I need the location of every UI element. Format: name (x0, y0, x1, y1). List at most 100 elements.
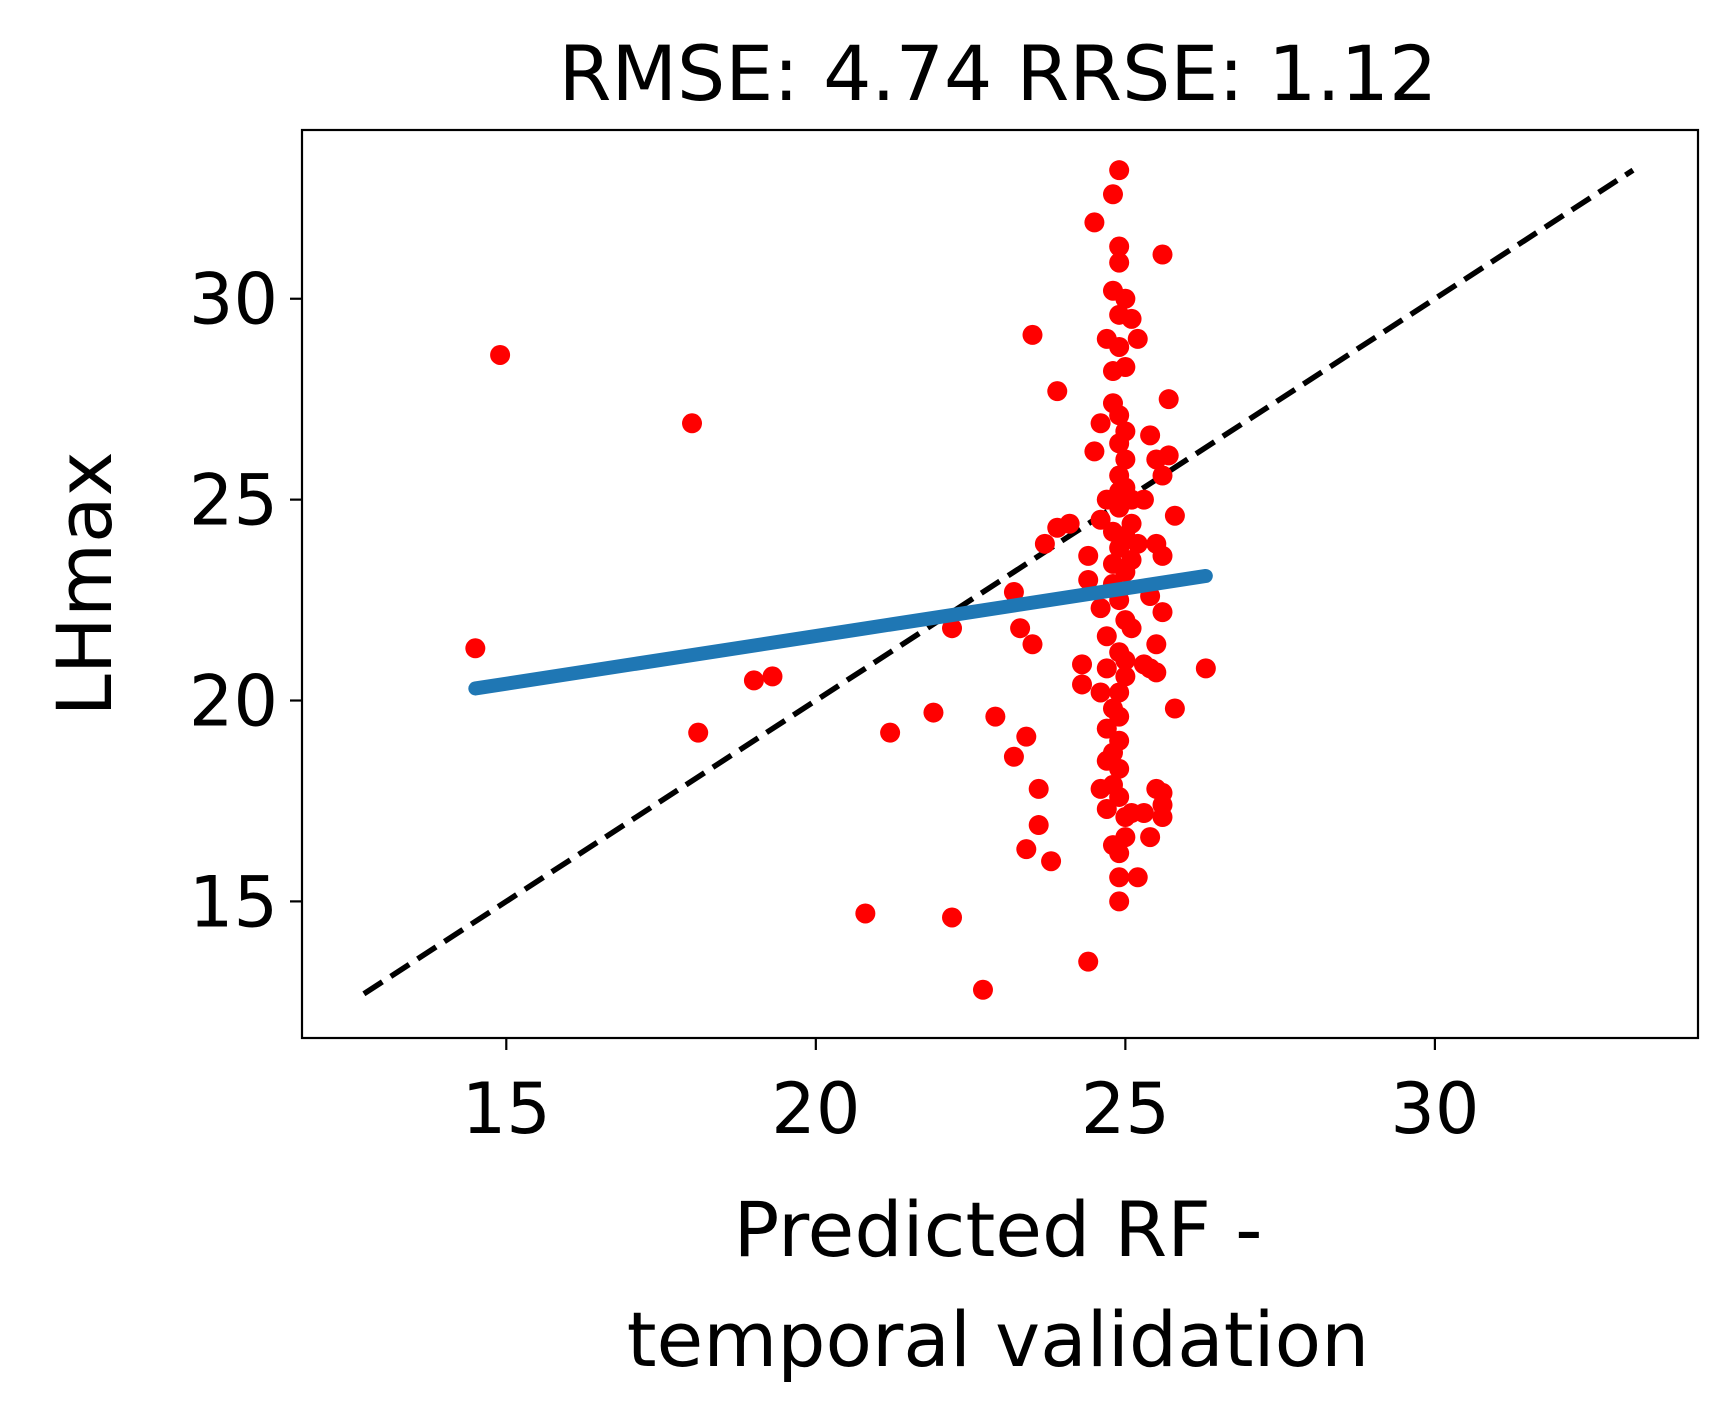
data-point (880, 722, 901, 743)
data-point (1078, 951, 1099, 972)
data-point (1022, 324, 1043, 345)
data-point (1109, 706, 1130, 727)
data-point (1016, 726, 1037, 747)
data-point (1109, 786, 1130, 807)
data-point (1028, 778, 1049, 799)
data-point (1127, 328, 1148, 349)
data-point (688, 722, 709, 743)
data-point (1133, 803, 1154, 824)
data-point (985, 706, 1006, 727)
data-point (1059, 513, 1080, 534)
y-tick-label: 20 (189, 661, 278, 743)
data-point (1016, 839, 1037, 860)
data-point (682, 413, 703, 434)
data-point (1109, 730, 1130, 751)
data-point (1041, 851, 1062, 872)
data-point (1115, 827, 1136, 848)
data-point (1158, 389, 1179, 410)
data-point (1152, 545, 1173, 566)
data-point (1164, 698, 1185, 719)
data-point (1127, 867, 1148, 888)
data-point (1152, 465, 1173, 486)
data-point (1133, 489, 1154, 510)
data-point (1047, 381, 1068, 402)
data-point (1096, 626, 1117, 647)
data-point (1102, 184, 1123, 205)
data-point (1121, 513, 1142, 534)
data-point (1028, 815, 1049, 836)
data-point (1078, 569, 1099, 590)
data-point (1084, 212, 1105, 233)
data-point (743, 670, 764, 691)
data-point (1121, 618, 1142, 639)
data-point (1140, 425, 1161, 446)
data-point (1115, 650, 1136, 671)
data-point (1084, 441, 1105, 462)
x-tick-label: 15 (462, 1068, 551, 1150)
data-point (1022, 634, 1043, 655)
data-point (1090, 598, 1111, 619)
x-axis-ticks: 15 20 25 30 (462, 1038, 1479, 1150)
data-point (1115, 421, 1136, 442)
identity-line-layer (362, 167, 1635, 997)
data-point (1090, 413, 1111, 434)
data-points (465, 160, 1216, 1000)
data-point (1072, 654, 1093, 675)
data-point (1109, 160, 1130, 181)
data-point (1109, 252, 1130, 273)
identity-line (362, 167, 1635, 997)
x-axis-label-line-2: temporal validation (627, 1295, 1370, 1384)
data-point (1115, 666, 1136, 687)
data-point (1109, 405, 1130, 426)
data-point (1109, 236, 1130, 257)
data-point (855, 903, 876, 924)
data-point (1109, 758, 1130, 779)
data-point (465, 638, 486, 659)
data-point (1115, 357, 1136, 378)
data-point (1109, 682, 1130, 703)
data-point (1115, 449, 1136, 470)
chart-title: RMSE: 4.74 RRSE: 1.12 (559, 29, 1438, 118)
data-point (1096, 718, 1117, 739)
data-point (972, 979, 993, 1000)
data-point (1121, 549, 1142, 570)
data-point (1109, 891, 1130, 912)
data-point (1164, 505, 1185, 526)
data-point (1034, 533, 1055, 554)
fit-line-layer (468, 568, 1213, 696)
data-point (942, 907, 963, 928)
x-tick-label: 25 (1081, 1068, 1170, 1150)
data-point (1115, 288, 1136, 309)
data-point (1109, 336, 1130, 357)
x-tick-label: 20 (771, 1068, 860, 1150)
data-point (1152, 602, 1173, 623)
data-point (762, 666, 783, 687)
data-point (923, 702, 944, 723)
data-point (1078, 545, 1099, 566)
y-tick-label: 15 (189, 861, 278, 943)
data-point (1109, 867, 1130, 888)
y-axis-ticks: 15 20 25 30 (189, 259, 302, 943)
plot-area (300, 128, 1700, 1040)
data-point (1152, 244, 1173, 265)
data-point (1010, 618, 1031, 639)
data-point (1146, 662, 1167, 683)
data-point (1072, 674, 1093, 695)
data-point (1127, 533, 1148, 554)
x-tick-label: 30 (1390, 1068, 1479, 1150)
data-point (1195, 658, 1216, 679)
data-point (490, 344, 511, 365)
y-tick-label: 25 (189, 460, 278, 542)
data-point (1121, 308, 1142, 329)
data-point (942, 618, 963, 639)
data-point (1152, 807, 1173, 828)
data-point (1003, 582, 1024, 603)
data-point (1146, 634, 1167, 655)
data-point (1158, 445, 1179, 466)
data-point (1096, 798, 1117, 819)
plot-frame (300, 128, 1700, 1040)
x-axis-label-line-1: Predicted RF - (733, 1185, 1262, 1274)
data-point (1140, 827, 1161, 848)
